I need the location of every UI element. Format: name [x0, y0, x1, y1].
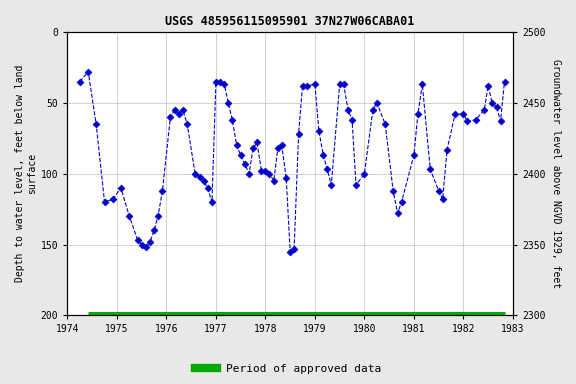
Title: USGS 485956115095901 37N27W06CABA01: USGS 485956115095901 37N27W06CABA01	[165, 15, 415, 28]
Y-axis label: Depth to water level, feet below land
surface: Depth to water level, feet below land su…	[15, 65, 37, 282]
Legend: Period of approved data: Period of approved data	[191, 359, 385, 379]
Y-axis label: Groundwater level above NGVD 1929, feet: Groundwater level above NGVD 1929, feet	[551, 59, 561, 288]
